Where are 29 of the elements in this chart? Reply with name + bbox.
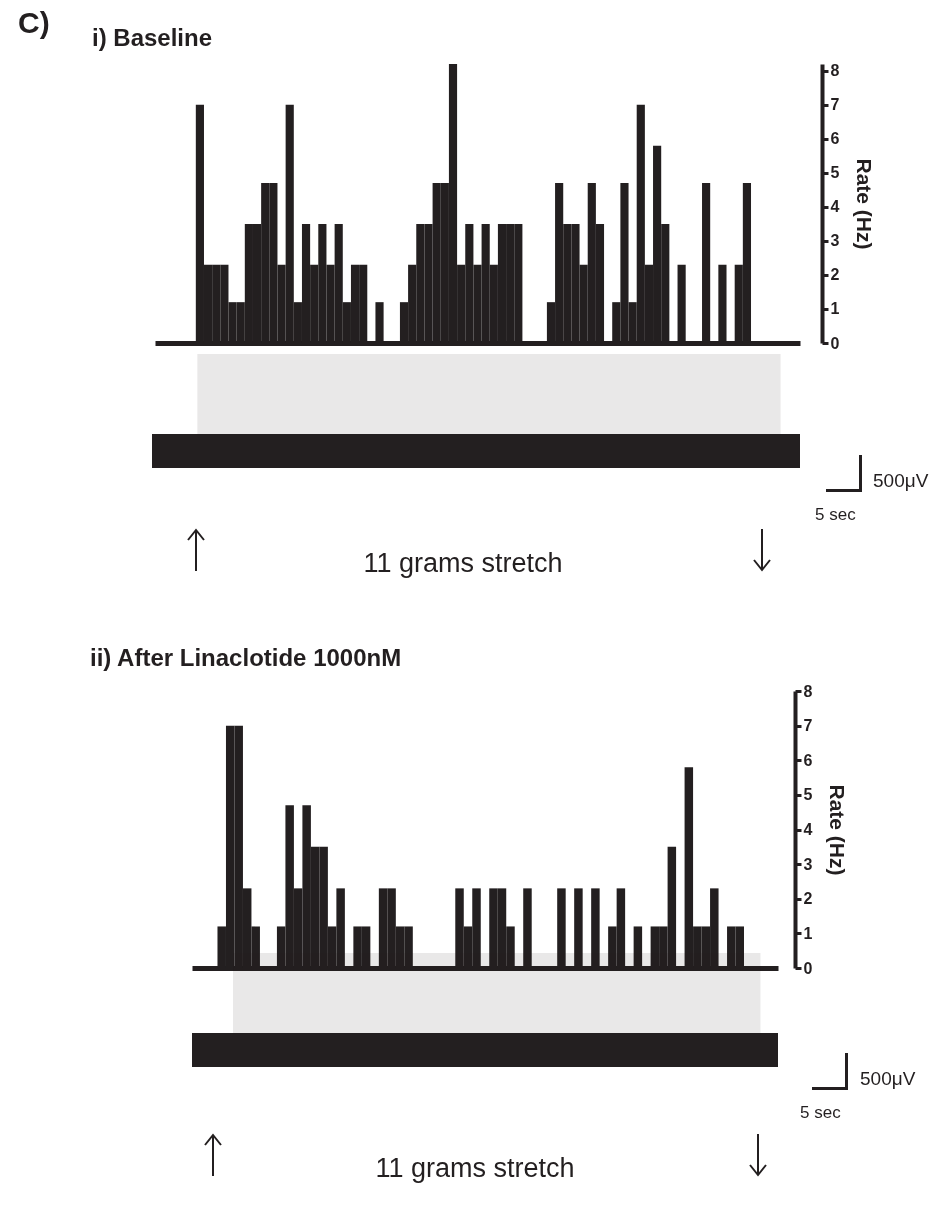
y-tick-label: 4 xyxy=(803,821,813,838)
y-axis-title: Rate (Hz) xyxy=(826,784,850,876)
y-tick-label: 0 xyxy=(830,334,840,352)
y-tick-label: 1 xyxy=(803,924,813,942)
y-tick-label: 5 xyxy=(803,786,813,804)
y-tick-label: 6 xyxy=(803,751,813,769)
chart-title: ii) After Linaclotide 1000nM xyxy=(90,644,402,671)
text: C) xyxy=(18,6,50,40)
y-axis-title: Rate (Hz) xyxy=(853,158,877,250)
y-tick-label: 2 xyxy=(830,266,840,284)
y-tick-label: 3 xyxy=(830,232,840,250)
text: 11 grams stretch xyxy=(363,548,563,579)
text: 500μV xyxy=(860,1068,916,1090)
y-tick-label: 2 xyxy=(803,890,813,908)
y-tick-label: 7 xyxy=(803,717,813,735)
y-tick-label: 5 xyxy=(830,164,840,182)
text: 5 sec xyxy=(800,1103,841,1123)
y-tick-label: 0 xyxy=(803,959,813,977)
text: 5 sec xyxy=(815,505,856,525)
chart-title: i) Baseline xyxy=(92,23,213,51)
y-tick-label: 6 xyxy=(830,130,840,148)
text: 500μV xyxy=(873,470,929,492)
y-tick-label: 7 xyxy=(830,96,840,114)
text: 11 grams stretch xyxy=(375,1153,575,1184)
y-tick-label: 8 xyxy=(830,62,840,80)
y-tick-label: 3 xyxy=(803,855,813,873)
y-tick-label: 1 xyxy=(830,300,840,318)
y-tick-label: 4 xyxy=(830,198,840,216)
y-tick-label: 8 xyxy=(803,682,813,700)
